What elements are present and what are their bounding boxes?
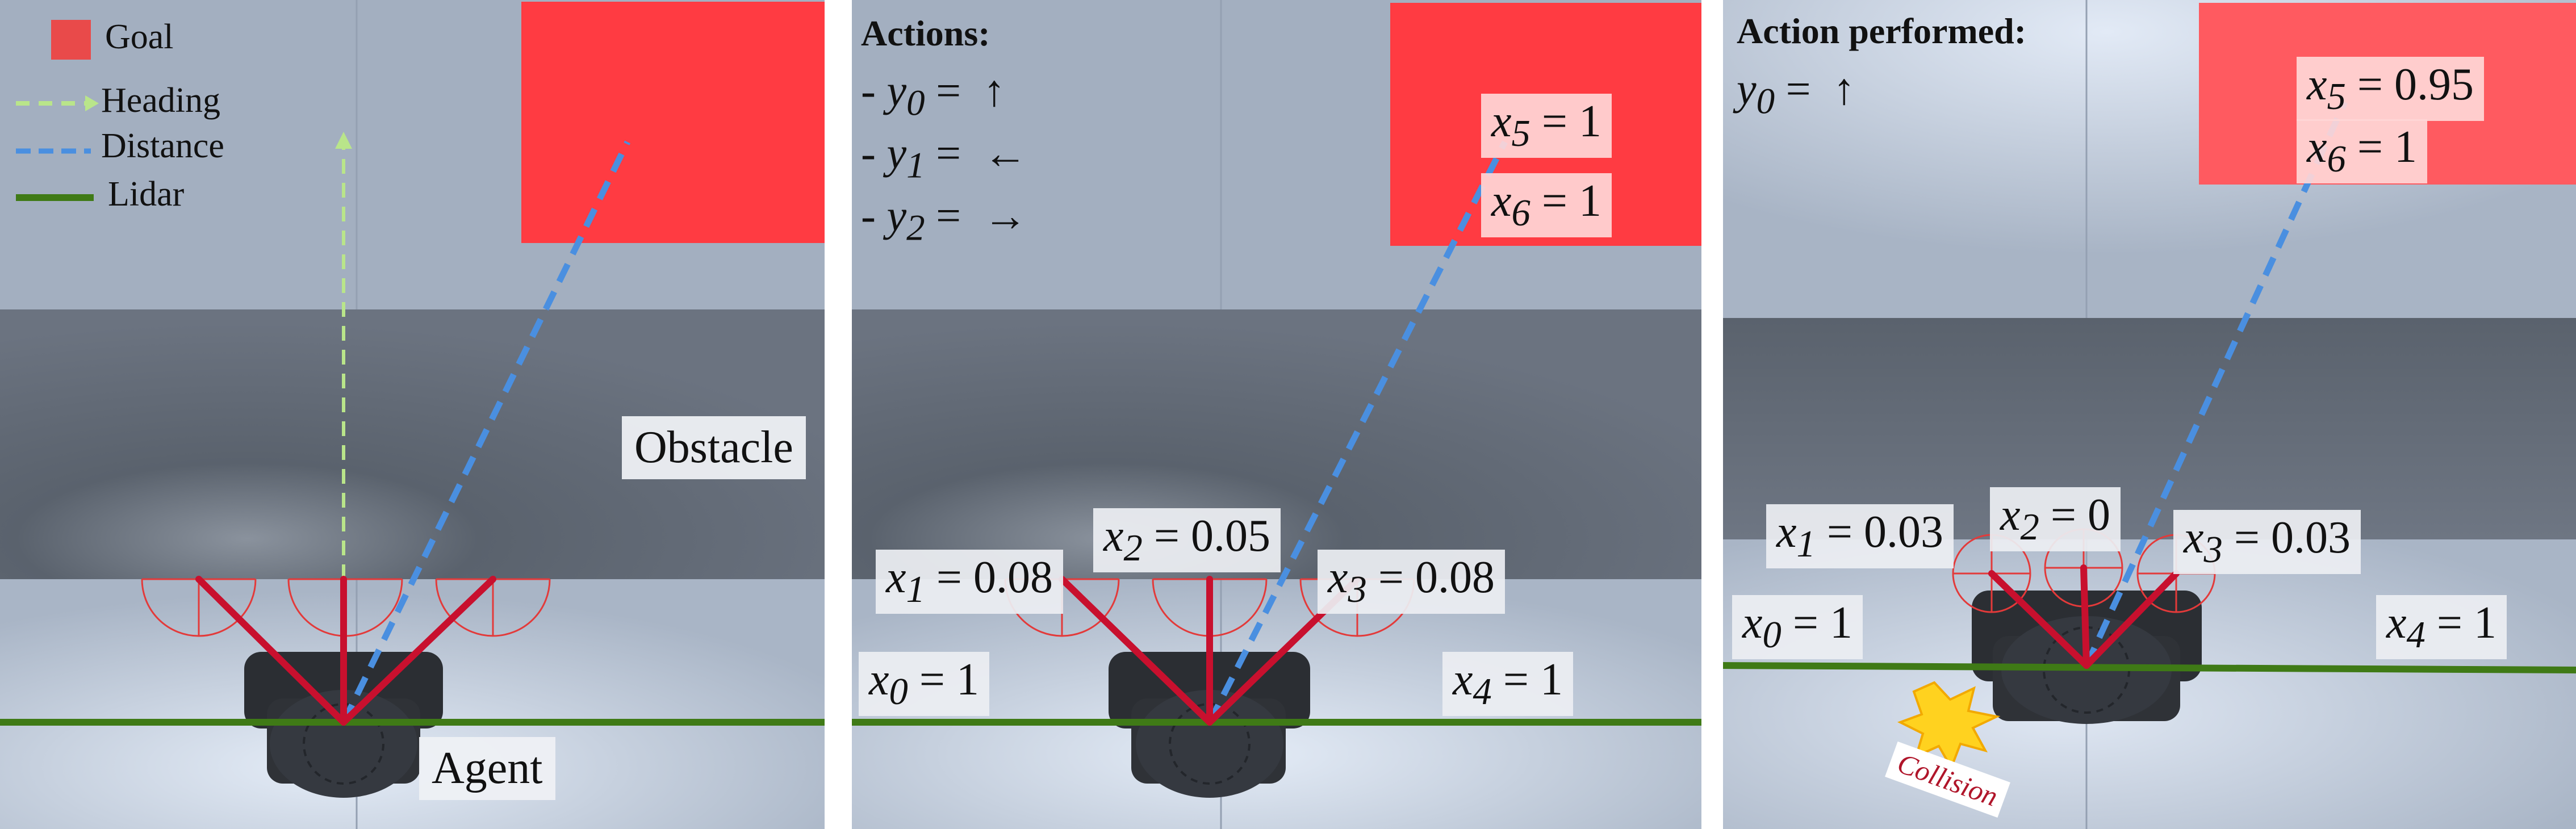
- goal-legend-swatch: [51, 20, 91, 60]
- legend-lidar-label: Lidar: [108, 175, 185, 213]
- distance-vector: [341, 140, 630, 724]
- obs-x3: x3 = 0.03: [2173, 510, 2361, 574]
- obs-x4: x4 = 1: [2376, 595, 2507, 659]
- obs-x5: x5 = 1: [1481, 94, 1612, 158]
- performed-action: y0 = ↑: [1737, 64, 1855, 122]
- obs-x5: x5 = 0.95: [2297, 57, 2484, 121]
- lidar-ground-line: [1723, 662, 2576, 673]
- distance-vector: [2084, 101, 2348, 667]
- obs-x1: x1 = 0.03: [1766, 504, 1954, 568]
- panel-observation-legend: Goal Heading Distance Lidar Obstacle Age…: [0, 0, 825, 829]
- obs-x0: x0 = 1: [1732, 595, 1863, 659]
- action-row-2: - y2 = →: [861, 191, 1028, 249]
- action-performed-title: Action performed:: [1737, 11, 2027, 51]
- goal-region: [521, 2, 825, 243]
- agent-label: Agent: [419, 737, 555, 800]
- panel2-scene: [852, 0, 1701, 829]
- legend-heading-label: Heading: [101, 81, 221, 120]
- obstacle-block: [1723, 318, 2576, 539]
- obs-x3: x3 = 0.08: [1318, 550, 1505, 614]
- obs-x2: x2 = 0: [1990, 487, 2121, 551]
- obs-x0: x0 = 1: [859, 652, 989, 716]
- legend-distance-label: Distance: [101, 127, 224, 165]
- obs-x1: x1 = 0.08: [876, 550, 1063, 614]
- panel3-scene: [1723, 0, 2576, 829]
- obs-x4: x4 = 1: [1442, 652, 1573, 716]
- lidar-rays: [195, 576, 496, 726]
- heading-legend-arrowhead: [85, 95, 99, 111]
- panel1-scene: [0, 0, 825, 829]
- action-row-1: - y1 = ←: [861, 128, 1028, 186]
- legend-goal-label: Goal: [105, 18, 174, 56]
- obs-x2: x2 = 0.05: [1093, 508, 1281, 572]
- obs-x6: x6 = 1: [2297, 119, 2427, 183]
- obs-x6: x6 = 1: [1481, 173, 1612, 237]
- panel-actions: Actions: - y0 = ↑ - y1 = ← - y2 = → x5 =…: [852, 0, 1701, 829]
- action-row-0: - y0 = ↑: [861, 66, 1006, 124]
- panel-action-performed: Action performed: y0 = ↑ x5 = 0.95 x6 = …: [1723, 0, 2576, 829]
- distance-vector: [1207, 140, 1508, 724]
- actions-title: Actions:: [861, 13, 990, 53]
- collision-burst-icon: [1897, 681, 2001, 771]
- heading-arrowhead: [335, 132, 352, 149]
- obstacle-label: Obstacle: [622, 416, 806, 479]
- lidar-rays: [1988, 564, 2180, 669]
